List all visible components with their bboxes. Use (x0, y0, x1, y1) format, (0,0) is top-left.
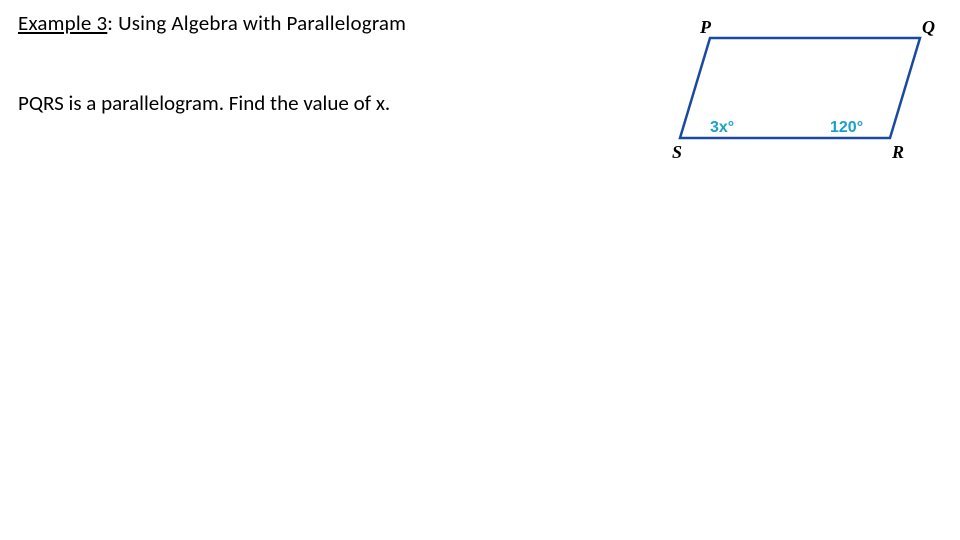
problem-statement: PQRS is a parallelogram. Find the value … (18, 90, 390, 116)
parallelogram-svg: P Q R S 3x° 120° (620, 20, 940, 180)
vertex-label-p: P (699, 17, 712, 37)
angle-label-r: 120° (830, 119, 863, 136)
title-underlined: Example 3 (18, 10, 107, 36)
parallelogram-figure: P Q R S 3x° 120° (620, 20, 940, 180)
vertex-label-q: Q (922, 17, 935, 37)
example-title: Example 3: Using Algebra with Parallelog… (18, 10, 406, 36)
angle-label-s: 3x° (710, 119, 734, 136)
vertex-label-r: R (891, 142, 904, 162)
title-rest: : Using Algebra with Parallelogram (107, 10, 406, 36)
page: Example 3: Using Algebra with Parallelog… (0, 0, 960, 540)
vertex-label-s: S (672, 142, 682, 162)
